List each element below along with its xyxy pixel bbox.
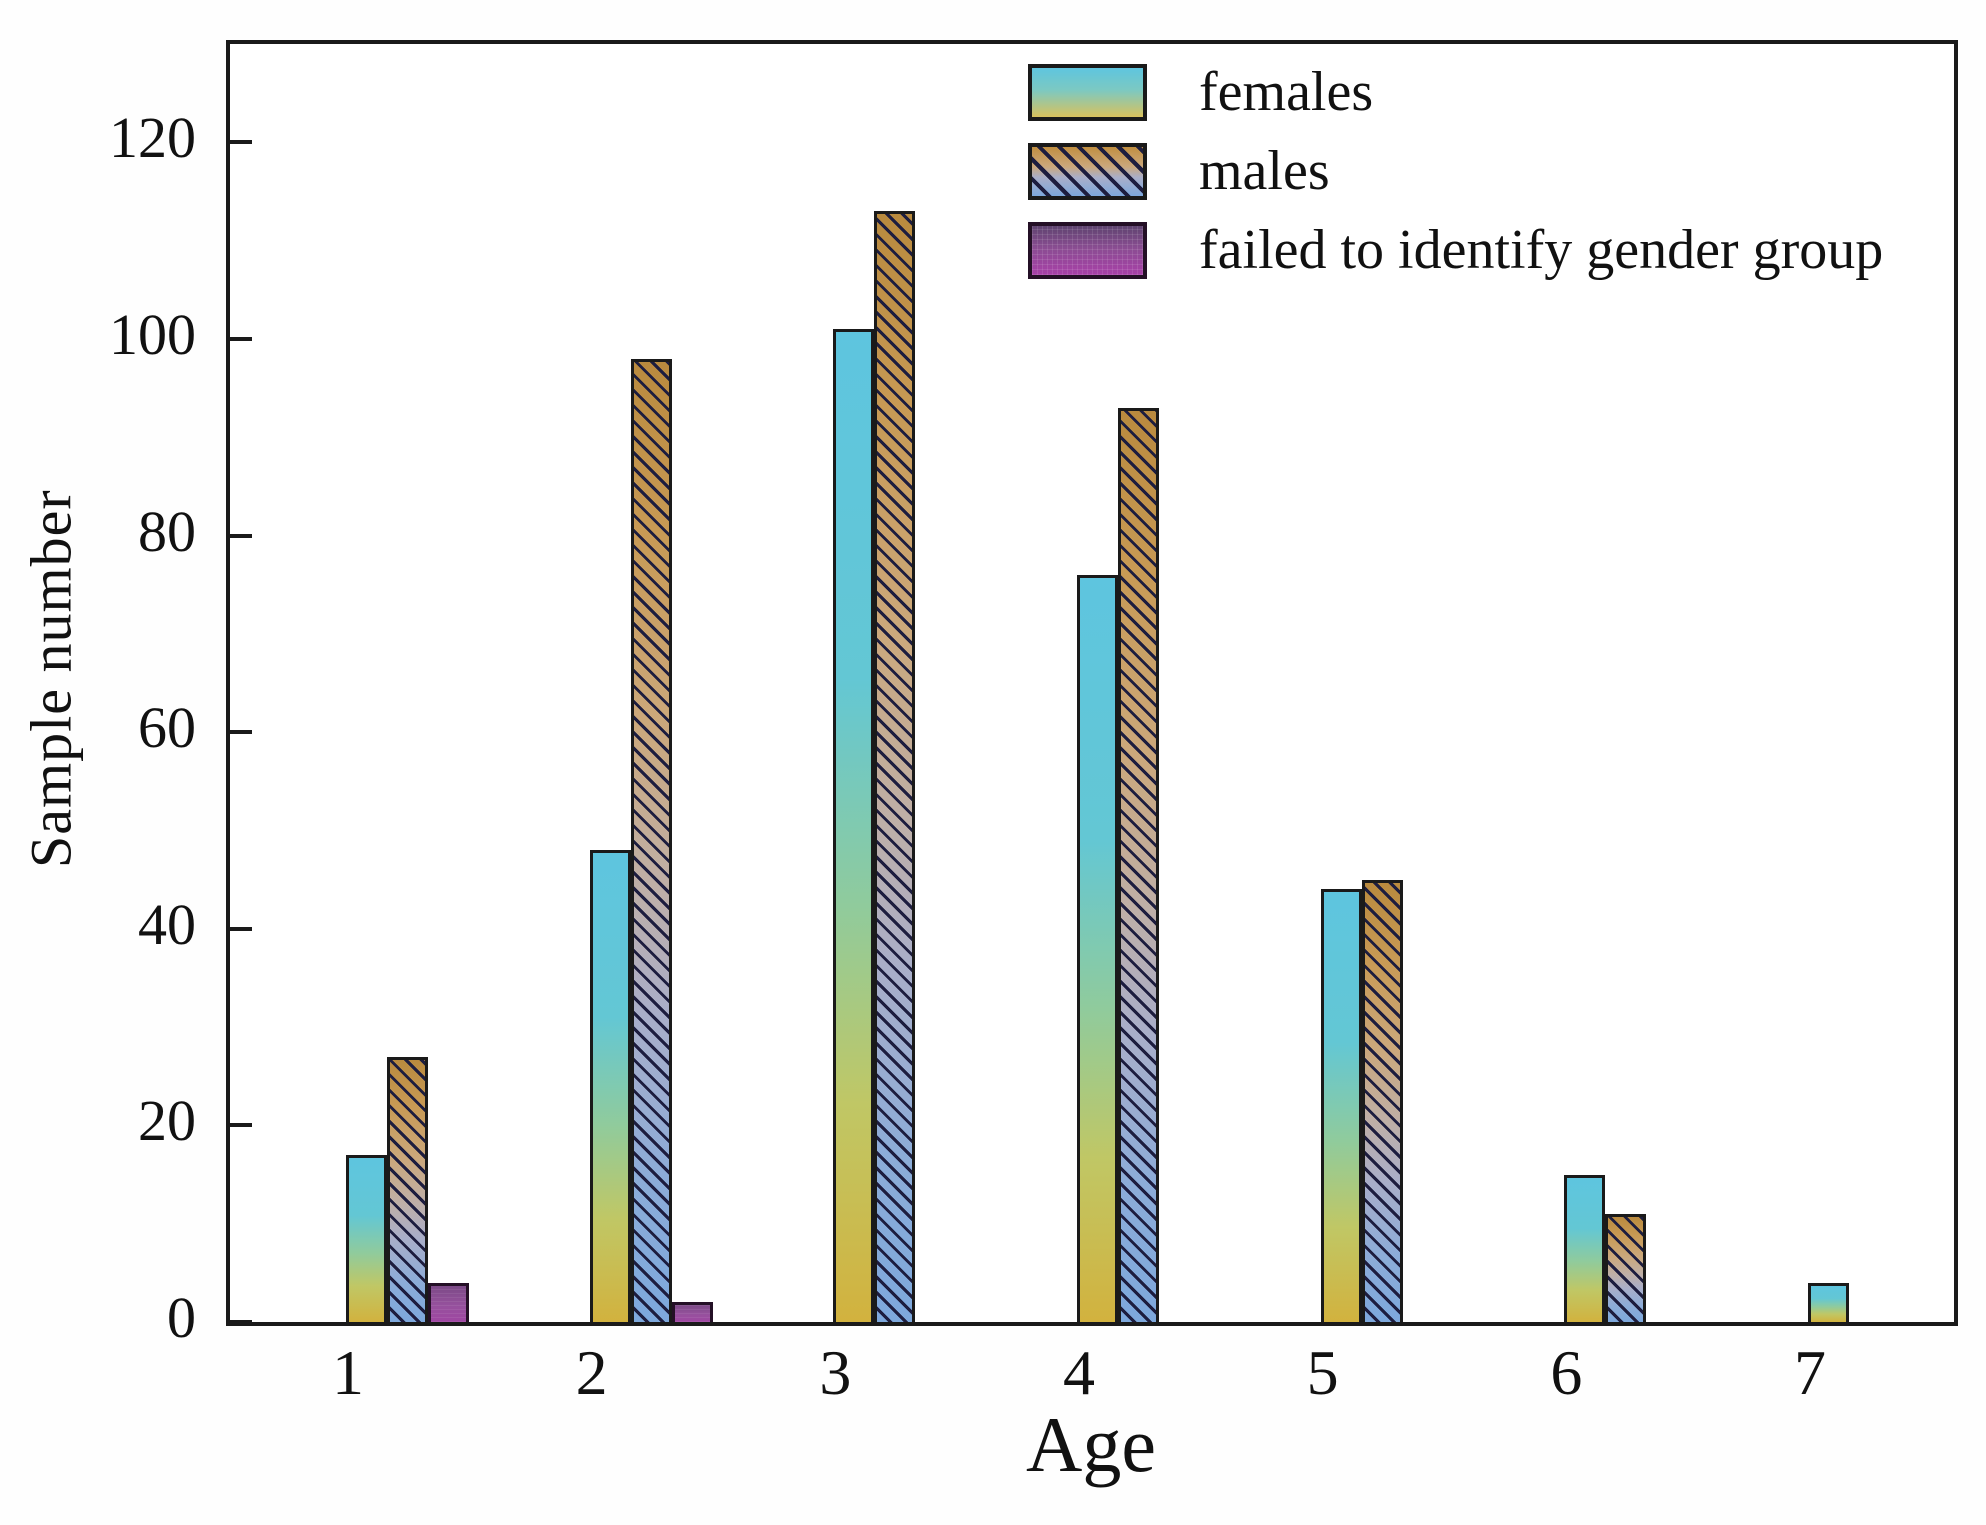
legend-row: males bbox=[1028, 139, 1883, 203]
bar-females bbox=[1564, 1175, 1606, 1322]
y-axis-tick-label: 20 bbox=[138, 1088, 196, 1154]
legend-row: failed to identify gender group bbox=[1028, 218, 1883, 282]
bar-males bbox=[1605, 1214, 1647, 1322]
legend-row: females bbox=[1028, 60, 1883, 124]
x-axis-tick-label: 1 bbox=[332, 1337, 364, 1408]
legend: females males failed to identify gender gr… bbox=[1028, 60, 1883, 282]
y-axis-tick bbox=[230, 730, 252, 735]
bar-females bbox=[833, 329, 875, 1322]
x-axis-tick-label: 7 bbox=[1794, 1337, 1827, 1408]
bar-females bbox=[1077, 575, 1118, 1322]
legend-label: males bbox=[1199, 140, 1330, 202]
y-axis-tick bbox=[230, 1123, 252, 1128]
y-axis-tick-label: 120 bbox=[109, 105, 196, 171]
y-axis-tick bbox=[230, 926, 252, 931]
bar-males bbox=[1118, 408, 1159, 1322]
x-axis-tick-label: 3 bbox=[819, 1337, 852, 1408]
bar-females bbox=[346, 1155, 387, 1322]
x-axis-title: Age bbox=[1026, 1401, 1156, 1488]
y-axis-tick bbox=[230, 1320, 252, 1324]
y-axis-tick-label: 100 bbox=[109, 301, 196, 367]
y-axis-tick-label: 80 bbox=[138, 498, 196, 564]
y-axis-tick bbox=[230, 140, 252, 145]
bar-males bbox=[1361, 880, 1403, 1322]
bar-males bbox=[387, 1057, 428, 1322]
x-axis-tick-label: 4 bbox=[1063, 1337, 1095, 1408]
legend-swatch-females bbox=[1028, 63, 1147, 121]
y-axis-tick bbox=[230, 533, 252, 538]
bar-failed-to-identify bbox=[428, 1283, 469, 1322]
x-axis-tick-label: 5 bbox=[1306, 1337, 1339, 1408]
bar-males bbox=[874, 211, 916, 1322]
y-axis-tick-label: 60 bbox=[138, 695, 196, 761]
bar-failed-to-identify bbox=[671, 1302, 713, 1322]
legend-swatch-failed bbox=[1028, 221, 1147, 279]
x-axis-tick-label: 6 bbox=[1550, 1337, 1583, 1408]
bar-females bbox=[1320, 889, 1362, 1322]
bar-females bbox=[1808, 1283, 1850, 1322]
bar-females bbox=[589, 850, 631, 1322]
y-axis-tick-label: 0 bbox=[167, 1285, 196, 1350]
y-axis-tick-label: 40 bbox=[138, 891, 196, 957]
x-axis-tick-label: 2 bbox=[575, 1337, 608, 1408]
legend-label: failed to identify gender group bbox=[1199, 219, 1884, 281]
bar-males bbox=[630, 359, 672, 1322]
legend-label: females bbox=[1199, 61, 1374, 123]
y-axis-tick bbox=[230, 336, 252, 341]
legend-swatch-males bbox=[1028, 142, 1147, 200]
